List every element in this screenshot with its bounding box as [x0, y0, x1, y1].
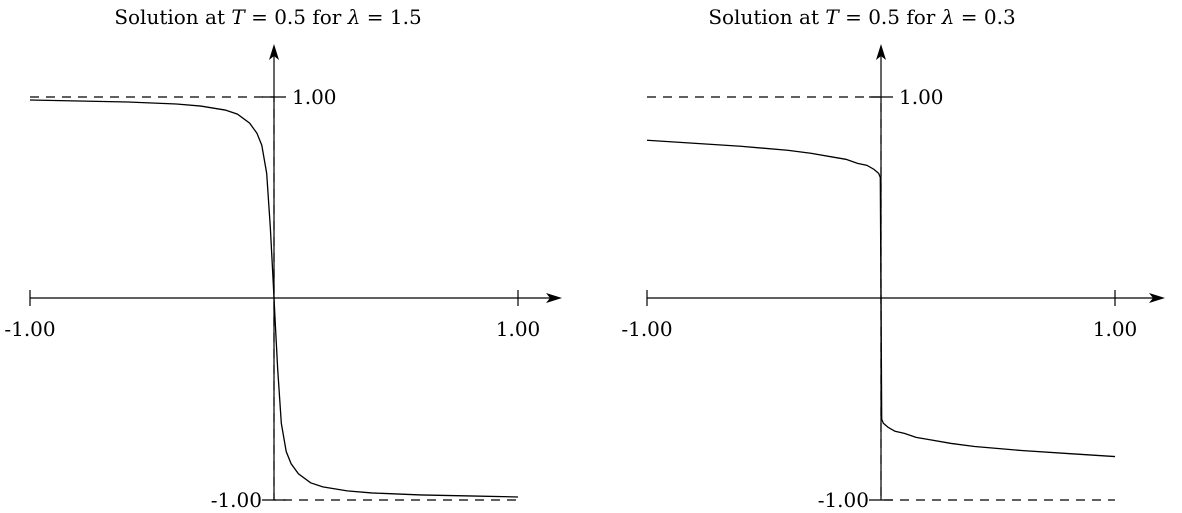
solution-curve [29, 99, 519, 498]
y-axis-arrow-icon [876, 44, 886, 60]
x-axis-arrow-icon [546, 293, 562, 303]
x-tick-label: -1.00 [621, 317, 672, 341]
x-tick-label: -1.00 [4, 317, 55, 341]
left-chart-panel: Solution at T = 0.5 for λ = 1.5 -1.00 1.00… [4, 5, 562, 512]
y-tick-label: -1.00 [211, 488, 262, 512]
x-tick-label: 1.00 [1093, 317, 1138, 341]
chart-title-part: = 1.5 [360, 5, 421, 29]
chart-title-part: T [231, 5, 246, 29]
y-tick-label: -1.00 [818, 488, 869, 512]
chart-title-part: = 0.3 [954, 5, 1015, 29]
x-axis-arrow-icon [1149, 293, 1165, 303]
solution-curve [646, 139, 1116, 458]
chart-title-part: λ [347, 5, 361, 29]
chart-title-part: = 0.5 for [245, 5, 348, 29]
y-axis-arrow-icon [269, 44, 279, 60]
chart-title-part: λ [941, 5, 955, 29]
chart-title: Solution at T = 0.5 for λ = 0.3 [708, 5, 1015, 29]
chart-title: Solution at T = 0.5 for λ = 1.5 [114, 5, 421, 29]
reference-step-line [30, 96, 518, 501]
chart-title-part: = 0.5 for [839, 5, 942, 29]
y-tick-label: 1.00 [292, 85, 337, 109]
right-chart-panel: Solution at T = 0.5 for λ = 0.3 -1.00 1.00… [621, 5, 1165, 512]
y-tick-label: 1.00 [899, 85, 944, 109]
chart-title-part: Solution at [708, 5, 825, 29]
x-tick-label: 1.00 [496, 317, 541, 341]
chart-title-part: T [825, 5, 840, 29]
chart-title-part: Solution at [114, 5, 231, 29]
